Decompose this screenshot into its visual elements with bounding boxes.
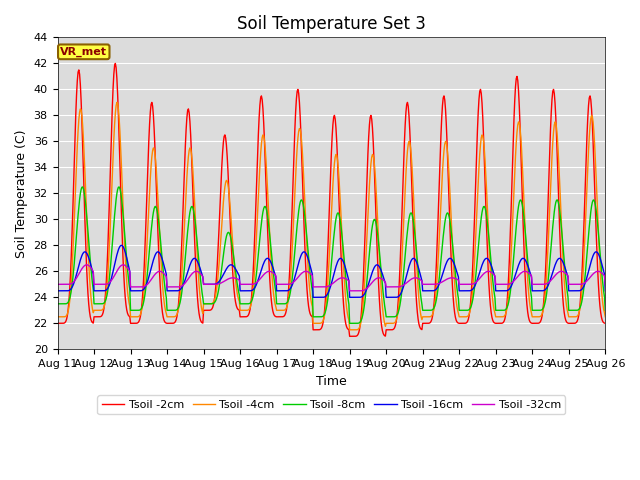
Tsoil -8cm [553,197,561,203]
Tsoil -4cm [198,308,206,313]
Tsoil -32cm [198,273,206,278]
Tsoil -2cm [111,60,119,66]
Tsoil -16cm [553,259,561,264]
Tsoil -32cm [324,284,332,289]
Tsoil -32cm [346,288,353,294]
Tsoil -16cm [378,269,385,275]
Tsoil -16cm [54,288,61,294]
Tsoil -2cm [378,323,385,329]
Title: Soil Temperature Set 3: Soil Temperature Set 3 [237,15,426,33]
Tsoil -32cm [54,281,61,287]
Tsoil -4cm [602,314,609,320]
Line: Tsoil -16cm: Tsoil -16cm [58,245,605,297]
Tsoil -4cm [113,99,121,105]
Tsoil -8cm [175,305,182,311]
Tsoil -8cm [324,298,332,303]
Tsoil -2cm [175,301,182,307]
Tsoil -2cm [324,253,332,259]
Tsoil -16cm [602,288,609,294]
Tsoil -8cm [79,184,86,190]
Tsoil -16cm [432,287,440,293]
X-axis label: Time: Time [316,374,347,387]
Legend: Tsoil -2cm, Tsoil -4cm, Tsoil -8cm, Tsoil -16cm, Tsoil -32cm: Tsoil -2cm, Tsoil -4cm, Tsoil -8cm, Tsoi… [97,396,565,414]
Tsoil -32cm [553,271,561,277]
Line: Tsoil -8cm: Tsoil -8cm [58,187,605,324]
Tsoil -8cm [378,274,385,279]
Tsoil -2cm [54,321,61,326]
Tsoil -32cm [83,262,90,268]
Tsoil -16cm [198,272,206,277]
Tsoil -32cm [432,281,440,287]
Text: VR_met: VR_met [60,47,108,57]
Tsoil -2cm [602,321,609,326]
Tsoil -32cm [378,276,385,282]
Tsoil -4cm [54,314,61,320]
Tsoil -4cm [175,306,182,312]
Tsoil -2cm [198,320,206,325]
Tsoil -4cm [553,125,561,131]
Tsoil -2cm [346,334,353,339]
Tsoil -4cm [346,327,353,333]
Y-axis label: Soil Temperature (C): Soil Temperature (C) [15,129,28,258]
Tsoil -16cm [175,288,182,293]
Tsoil -2cm [553,133,561,139]
Tsoil -4cm [432,294,440,300]
Tsoil -4cm [378,293,385,299]
Tsoil -8cm [54,301,61,307]
Tsoil -32cm [602,281,609,287]
Tsoil -8cm [602,307,609,313]
Line: Tsoil -32cm: Tsoil -32cm [58,265,605,291]
Tsoil -16cm [309,294,317,300]
Tsoil -8cm [346,321,353,326]
Tsoil -2cm [432,277,440,283]
Tsoil -32cm [175,284,182,290]
Tsoil -8cm [432,300,440,306]
Line: Tsoil -2cm: Tsoil -2cm [58,63,605,336]
Tsoil -4cm [324,283,332,288]
Line: Tsoil -4cm: Tsoil -4cm [58,102,605,330]
Tsoil -16cm [324,289,332,295]
Tsoil -8cm [198,290,206,296]
Tsoil -16cm [118,242,125,248]
